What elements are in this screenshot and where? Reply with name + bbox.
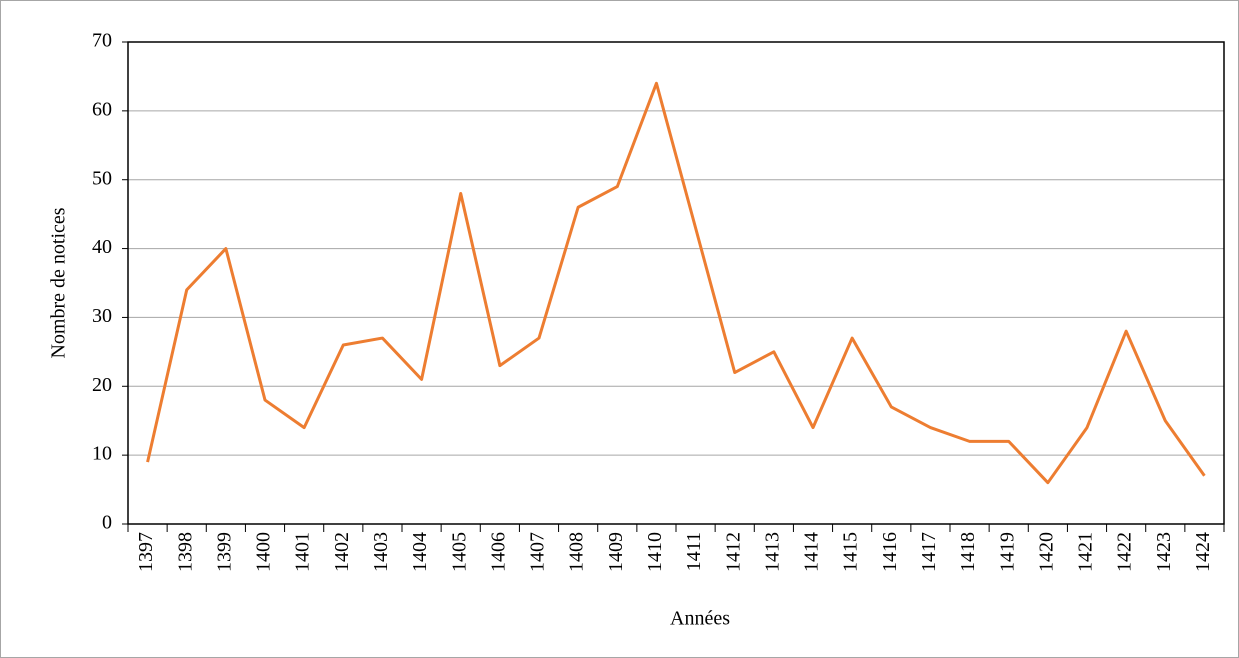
y-tick-label: 30 bbox=[92, 305, 112, 327]
x-tick-label: 1411 bbox=[683, 532, 705, 571]
data-line bbox=[146, 81, 1206, 485]
x-tick-label: 1399 bbox=[213, 532, 235, 572]
x-tick-label: 1404 bbox=[409, 532, 431, 572]
x-tick-label: 1413 bbox=[761, 532, 783, 572]
x-tick-label: 1416 bbox=[879, 532, 901, 572]
x-tick-label: 1412 bbox=[722, 532, 744, 572]
y-axis-label: Nombre de notices bbox=[48, 207, 70, 358]
x-tick-label: 1397 bbox=[135, 532, 157, 572]
y-tick-label: 40 bbox=[92, 236, 112, 258]
x-tick-label: 1420 bbox=[1035, 532, 1057, 572]
x-axis-label: Années bbox=[670, 608, 730, 630]
y-tick-label: 20 bbox=[92, 374, 112, 396]
x-tick-label: 1409 bbox=[605, 532, 627, 572]
x-tick-label: 1424 bbox=[1192, 532, 1214, 572]
x-tick-label: 1401 bbox=[292, 532, 314, 572]
x-tick-label: 1421 bbox=[1075, 532, 1097, 572]
x-tick-label: 1407 bbox=[527, 532, 549, 572]
x-tick-label: 1406 bbox=[487, 532, 509, 572]
x-tick-label: 1403 bbox=[370, 532, 392, 572]
x-tick-label: 1400 bbox=[253, 532, 275, 572]
y-tick-label: 0 bbox=[102, 512, 112, 534]
x-tick-label: 1410 bbox=[644, 532, 666, 572]
x-tick-label: 1402 bbox=[331, 532, 353, 572]
x-tick-label: 1423 bbox=[1153, 532, 1175, 572]
x-tick-label: 1418 bbox=[957, 532, 979, 572]
x-tick-label: 1422 bbox=[1114, 532, 1136, 572]
x-tick-label: 1398 bbox=[174, 532, 196, 572]
y-tick-label: 10 bbox=[92, 443, 112, 465]
x-tick-label: 1419 bbox=[996, 532, 1018, 572]
x-tick-label: 1417 bbox=[918, 532, 940, 572]
x-tick-label: 1408 bbox=[566, 532, 588, 572]
y-tick-label: 60 bbox=[92, 98, 112, 120]
y-tick-label: 50 bbox=[92, 167, 112, 189]
x-tick-label: 1415 bbox=[840, 532, 862, 572]
x-tick-label: 1405 bbox=[448, 532, 470, 572]
x-tick-label: 1414 bbox=[801, 532, 823, 572]
y-tick-label: 70 bbox=[92, 30, 112, 52]
